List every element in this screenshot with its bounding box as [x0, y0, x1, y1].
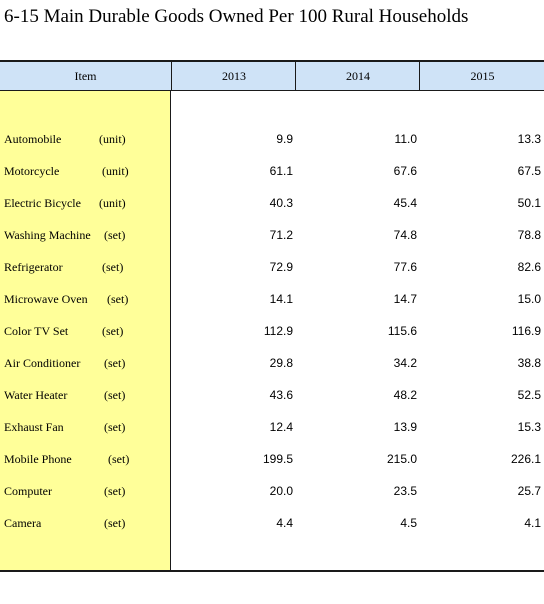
page-title: 6-15 Main Durable Goods Owned Per 100 Ru… [4, 6, 469, 27]
item-unit: (set) [104, 388, 126, 402]
item-unit: (set) [104, 228, 126, 242]
value-cell-2014: 77.6 [393, 260, 417, 274]
value-cell-2013: 14.1 [269, 292, 293, 306]
table-row: Electric Bicycle (unit) 40.3 45.4 50.1 [0, 188, 544, 220]
item-unit: (set) [102, 260, 124, 274]
value-cell-2015: 116.9 [511, 324, 541, 338]
value-cell-2014: 74.8 [393, 228, 417, 242]
value-cell-2015: 67.5 [517, 164, 541, 178]
item-name: Computer [4, 484, 52, 498]
value-cell-2015: 15.3 [517, 420, 541, 434]
value-cell-2013: 40.3 [269, 196, 293, 210]
item-unit: (unit) [99, 132, 126, 146]
value-cell-2015: 50.1 [517, 196, 541, 210]
item-name: Water Heater [4, 388, 68, 402]
value-cell-2013: 9.9 [276, 132, 293, 146]
value-cell-2014: 23.5 [393, 484, 417, 498]
value-cell-2015: 25.7 [517, 484, 541, 498]
value-cell-2014: 13.9 [393, 420, 417, 434]
value-cell-2015: 4.1 [524, 516, 541, 530]
item-unit: (set) [104, 356, 126, 370]
value-cell-2015: 13.3 [517, 132, 541, 146]
value-cell-2014: 67.6 [393, 164, 417, 178]
item-name: Microwave Oven [4, 292, 88, 306]
table-row: Exhaust Fan (set) 12.4 13.9 15.3 [0, 412, 544, 444]
item-name: Mobile Phone [4, 452, 72, 466]
value-cell-2013: 20.0 [269, 484, 293, 498]
item-name: Air Conditioner [4, 356, 81, 370]
value-cell-2013: 4.4 [276, 516, 293, 530]
table-row: Camera (set) 4.4 4.5 4.1 [0, 508, 544, 540]
item-name: Refrigerator [4, 260, 63, 274]
value-cell-2015: 78.8 [517, 228, 541, 242]
item-name: Automobile [4, 132, 62, 146]
item-name: Electric Bicycle [4, 196, 81, 210]
header-year-2015: 2015 [419, 62, 544, 91]
table-row: Water Heater (set) 43.6 48.2 52.5 [0, 380, 544, 412]
value-cell-2014: 34.2 [393, 356, 417, 370]
item-name: Camera [4, 516, 42, 530]
item-unit: (set) [104, 516, 126, 530]
value-cell-2014: 4.5 [400, 516, 417, 530]
value-cell-2015: 82.6 [517, 260, 541, 274]
value-cell-2013: 112.9 [263, 324, 293, 338]
value-cell-2015: 38.8 [517, 356, 541, 370]
item-column-background [0, 91, 171, 571]
header-year-2013: 2013 [171, 62, 296, 91]
item-unit: (set) [104, 420, 126, 434]
value-cell-2014: 45.4 [393, 196, 417, 210]
item-name: Washing Machine [4, 228, 91, 242]
value-cell-2014: 14.7 [393, 292, 417, 306]
value-cell-2013: 71.2 [269, 228, 293, 242]
value-cell-2013: 29.8 [269, 356, 293, 370]
header-year-2014: 2014 [295, 62, 420, 91]
table-row: Computer (set) 20.0 23.5 25.7 [0, 476, 544, 508]
item-name: Color TV Set [4, 324, 69, 338]
table-bottom-rule [0, 570, 544, 572]
value-cell-2015: 52.5 [517, 388, 541, 402]
table-row: Refrigerator (set) 72.9 77.6 82.6 [0, 252, 544, 284]
item-unit: (set) [108, 452, 130, 466]
value-cell-2013: 12.4 [269, 420, 293, 434]
item-unit: (unit) [99, 196, 126, 210]
value-cell-2014: 48.2 [393, 388, 417, 402]
table-row: Microwave Oven (set) 14.1 14.7 15.0 [0, 284, 544, 316]
value-cell-2014: 11.0 [394, 132, 417, 146]
table-row: Mobile Phone (set) 199.5 215.0 226.1 [0, 444, 544, 476]
value-cell-2014: 115.6 [387, 324, 417, 338]
table-row: Washing Machine (set) 71.2 74.8 78.8 [0, 220, 544, 252]
table-header: Item 2013 2014 2015 [0, 60, 544, 91]
table-row: Color TV Set (set) 112.9 115.6 116.9 [0, 316, 544, 348]
value-cell-2015: 226.1 [510, 452, 541, 466]
table-row: Motorcycle (unit) 61.1 67.6 67.5 [0, 156, 544, 188]
value-cell-2013: 199.5 [262, 452, 293, 466]
value-cell-2013: 61.1 [269, 164, 293, 178]
item-unit: (unit) [102, 164, 129, 178]
table-row: Air Conditioner (set) 29.8 34.2 38.8 [0, 348, 544, 380]
table-row: Automobile (unit) 9.9 11.0 13.3 [0, 124, 544, 156]
item-unit: (set) [102, 324, 124, 338]
header-item: Item [74, 69, 97, 83]
value-cell-2013: 72.9 [269, 260, 293, 274]
item-unit: (set) [104, 484, 126, 498]
value-cell-2014: 215.0 [386, 452, 417, 466]
item-name: Exhaust Fan [4, 420, 64, 434]
item-unit: (set) [107, 292, 129, 306]
item-name: Motorcycle [4, 164, 60, 178]
value-cell-2015: 15.0 [517, 292, 541, 306]
value-cell-2013: 43.6 [269, 388, 293, 402]
